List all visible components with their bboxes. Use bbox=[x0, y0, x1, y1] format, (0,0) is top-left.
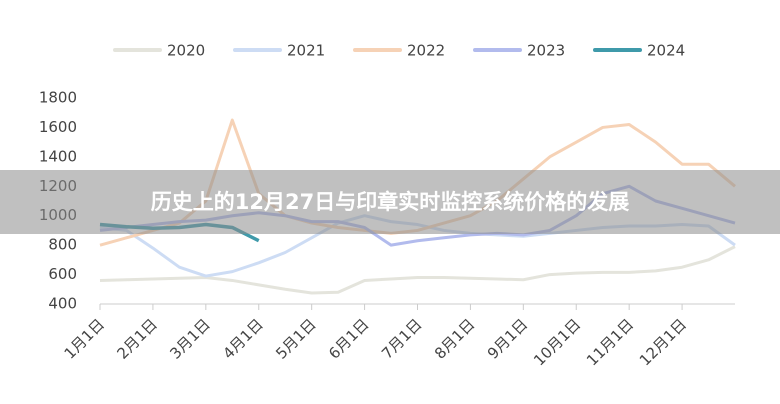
y-tick-label: 800 bbox=[48, 236, 77, 254]
banner-band bbox=[0, 170, 780, 234]
legend-label: 2022 bbox=[407, 42, 445, 60]
series-line bbox=[99, 245, 736, 295]
legend-label: 2021 bbox=[287, 42, 325, 60]
legend-label: 2020 bbox=[167, 42, 205, 60]
x-tick-label: 6月1日 bbox=[325, 315, 372, 362]
y-tick-label: 600 bbox=[48, 265, 77, 283]
x-tick-label: 11月1日 bbox=[583, 315, 637, 369]
x-tick-label: 9月1日 bbox=[484, 315, 531, 362]
x-tick-label: 1月1日 bbox=[61, 315, 108, 362]
y-tick-label: 1600 bbox=[39, 118, 77, 136]
y-tick-label: 1800 bbox=[39, 89, 77, 107]
y-tick-label: 400 bbox=[48, 295, 77, 313]
y-tick-label: 1400 bbox=[39, 147, 77, 165]
x-tick-label: 7月1日 bbox=[378, 315, 425, 362]
x-tick-label: 4月1日 bbox=[219, 315, 266, 362]
x-tick-label: 5月1日 bbox=[272, 315, 319, 362]
x-tick-label: 8月1日 bbox=[431, 315, 478, 362]
x-tick-label: 10月1日 bbox=[530, 315, 584, 369]
x-tick-label: 2月1日 bbox=[113, 315, 160, 362]
x-tick-label: 12月1日 bbox=[636, 315, 690, 369]
legend-label: 2023 bbox=[527, 42, 565, 60]
banner-title: 历史上的12月27日与印章实时监控系统价格的发展 bbox=[151, 190, 629, 214]
legend-label: 2024 bbox=[647, 42, 685, 60]
x-tick-label: 3月1日 bbox=[166, 315, 213, 362]
